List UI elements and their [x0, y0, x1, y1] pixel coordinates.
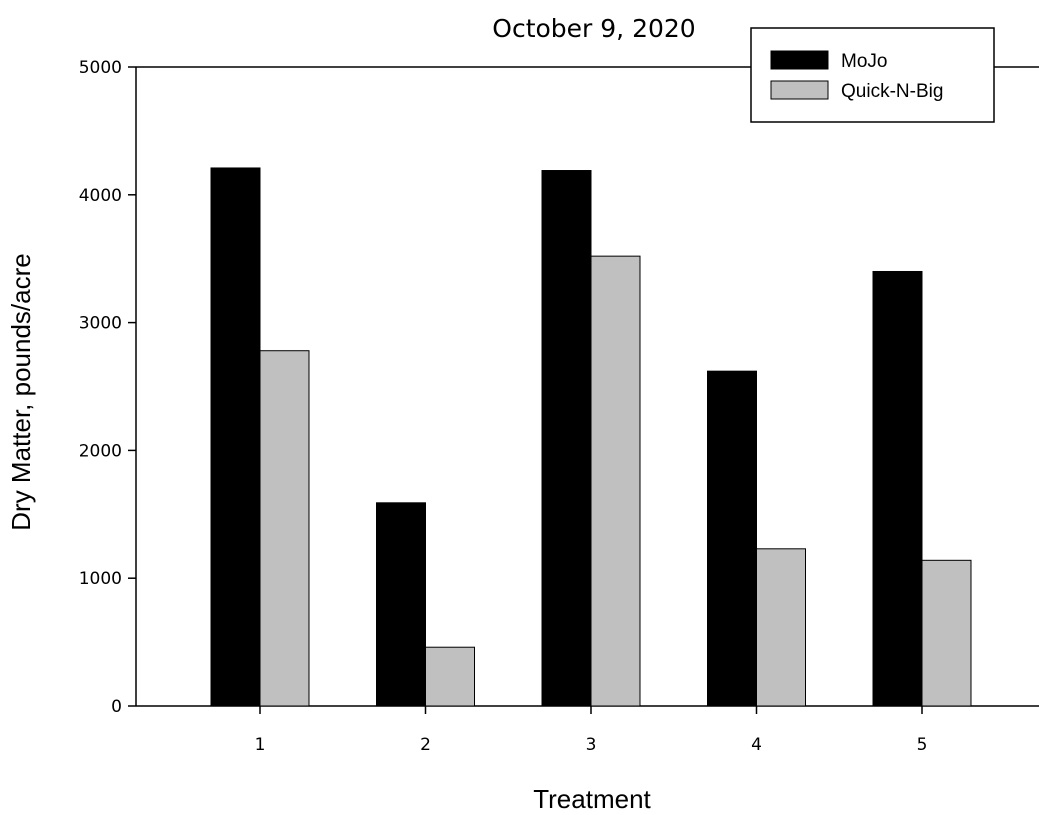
chart-title: October 9, 2020 — [492, 14, 695, 43]
bar-mojo-3 — [541, 170, 592, 707]
legend-box — [750, 27, 995, 123]
x-tick-label: 3 — [586, 735, 597, 755]
bar-mojo-1 — [210, 167, 261, 707]
legend: MoJo Quick-N-Big — [750, 27, 995, 123]
bar-quick-n-big-4 — [756, 548, 806, 707]
x-axis-label: Treatment — [533, 784, 651, 814]
y-axis-ticks: 0 1000 2000 3000 4000 5000 — [79, 58, 136, 717]
y-tick-label: 1000 — [79, 569, 122, 589]
y-tick-label: 4000 — [79, 186, 122, 206]
y-tick-label: 0 — [111, 697, 122, 717]
bar-quick-n-big-5 — [921, 559, 972, 707]
bar-mojo-2 — [376, 502, 426, 707]
legend-label-quick-n-big: Quick-N-Big — [841, 81, 943, 102]
y-tick-label: 3000 — [79, 314, 122, 334]
legend-swatch-mojo — [770, 50, 829, 70]
bar-quick-n-big-1 — [259, 350, 310, 707]
bar-quick-n-big-2 — [425, 646, 475, 707]
y-tick-label: 5000 — [79, 58, 122, 78]
bar-quick-n-big-3 — [590, 255, 641, 707]
x-tick-label: 5 — [917, 735, 928, 755]
legend-swatch-quick-n-big — [770, 80, 829, 100]
bar-mojo-4 — [707, 370, 757, 707]
y-tick-label: 2000 — [79, 441, 122, 461]
legend-label-mojo: MoJo — [841, 51, 887, 72]
x-axis-ticks: 1 2 3 4 5 — [255, 706, 928, 755]
bar-group — [210, 167, 972, 707]
y-axis-label: Dry Matter, pounds/acre — [6, 253, 36, 530]
x-tick-label: 4 — [751, 735, 762, 755]
x-tick-label: 2 — [420, 735, 431, 755]
x-tick-label: 1 — [255, 735, 266, 755]
bar-mojo-5 — [872, 270, 923, 707]
